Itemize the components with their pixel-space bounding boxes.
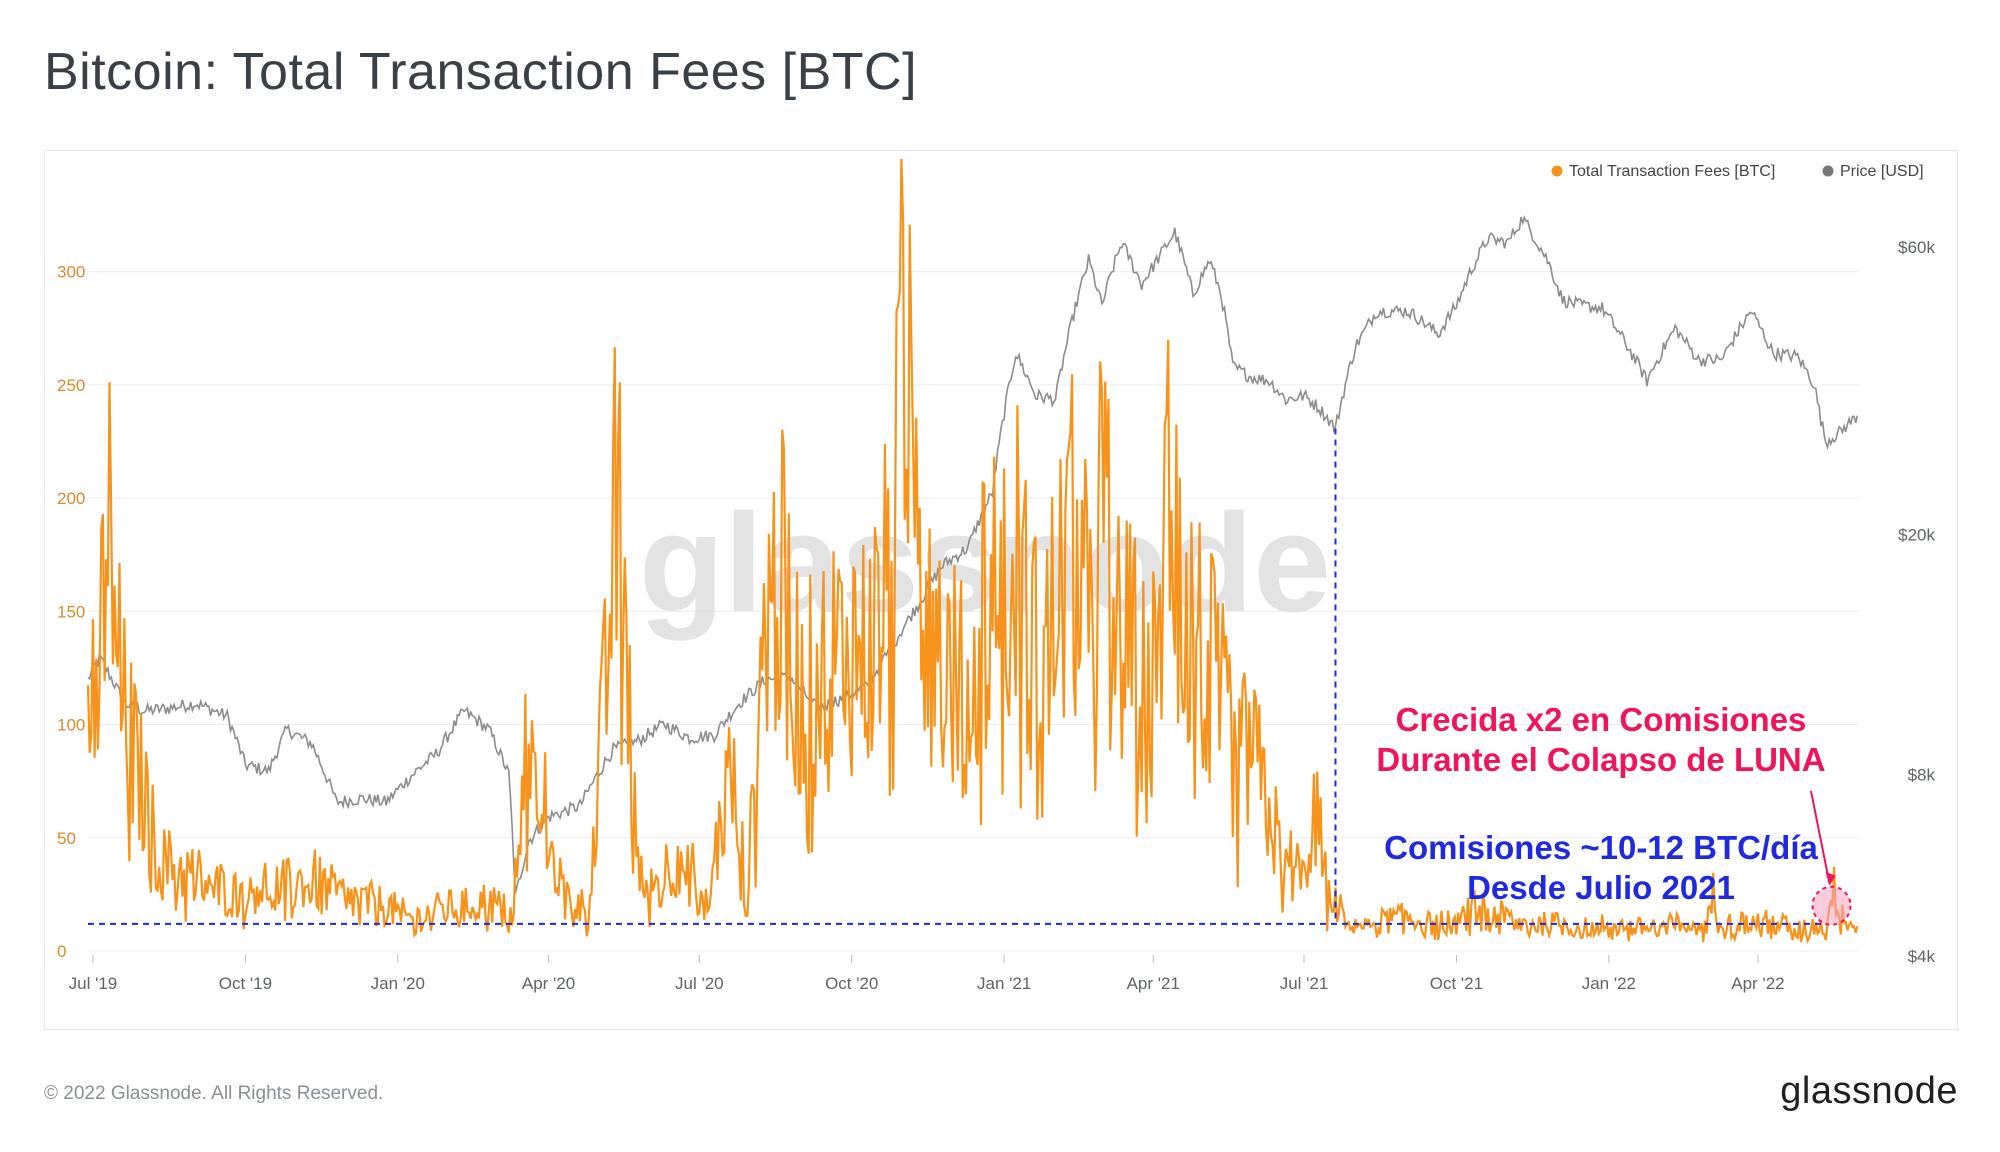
luna-annotation-line2: Durante el Colapso de LUNA — [1376, 741, 1825, 778]
x-axis-tick-label: Oct '21 — [1430, 974, 1483, 993]
left-axis-tick-label: 50 — [57, 829, 76, 848]
fees-series-line — [86, 158, 1859, 944]
right-axis-tick-label: $4k — [1908, 947, 1936, 966]
price-series-line — [87, 215, 1859, 894]
x-axis-tick-label: Jul '21 — [1280, 974, 1329, 993]
x-axis-tick-label: Jul '20 — [675, 974, 724, 993]
right-axis-tick-label: $8k — [1908, 766, 1936, 785]
luna-annotation-line1: Crecida x2 en Comisiones — [1396, 701, 1807, 738]
legend-item-fees[interactable]: Total Transaction Fees [BTC] — [1551, 163, 1776, 180]
luna-arrow-head — [1825, 871, 1836, 886]
x-axis-tick-label: Jan '21 — [977, 974, 1031, 993]
left-axis-tick-label: 0 — [57, 942, 66, 961]
left-axis-tick-label: 150 — [57, 602, 85, 621]
x-axis-tick-label: Oct '19 — [219, 974, 272, 993]
x-axis: Jul '19 Oct '19 Jan '20 Apr '20 Jul '20 Oct '… — [69, 955, 1785, 993]
fees-annotation-line2: Desde Julio 2021 — [1467, 869, 1735, 906]
x-axis-tick-label: Jan '20 — [371, 974, 425, 993]
x-axis-tick-label: Apr '22 — [1731, 974, 1784, 993]
page-title: Bitcoin: Total Transaction Fees [BTC] — [44, 43, 918, 101]
luna-highlight-circle — [1811, 885, 1852, 926]
fees-annotation-line1: Comisiones ~10-12 BTC/día — [1384, 829, 1818, 866]
x-axis-tick-label: Apr '21 — [1127, 974, 1180, 993]
left-axis-tick-label: 300 — [57, 263, 85, 282]
left-axis-tick-label: 250 — [57, 376, 85, 395]
legend-dot-icon — [1551, 165, 1563, 177]
legend-item-price[interactable]: Price [USD] — [1822, 163, 1924, 180]
left-axis-tick-label: 200 — [57, 489, 85, 508]
legend-label: Total Transaction Fees [BTC] — [1569, 163, 1775, 180]
legend: Total Transaction Fees [BTC] Price [USD] — [1551, 163, 1924, 180]
luna-arrow-line — [1810, 790, 1831, 884]
left-axis-tick-label: 100 — [57, 716, 85, 735]
x-axis-tick-label: Oct '20 — [825, 974, 878, 993]
right-axis-tick-label: $20k — [1898, 526, 1935, 545]
glassnode-logo[interactable]: glassnode — [1780, 1070, 1958, 1112]
chart-panel: 0 50 100 150 200 250 300 $4k $8k $20k $60k Jul '19 O… — [44, 150, 1958, 1030]
legend-dot-icon — [1822, 165, 1834, 177]
x-axis-tick-label: Jul '19 — [69, 974, 118, 993]
copyright-text: © 2022 Glassnode. All Rights Reserved. — [44, 1083, 384, 1104]
x-axis-tick-label: Jan '22 — [1582, 974, 1636, 993]
chart-svg: 0 50 100 150 200 250 300 $4k $8k $20k $60k Jul '19 O… — [57, 158, 1936, 993]
legend-label: Price [USD] — [1840, 163, 1924, 180]
x-axis-tick-label: Apr '20 — [522, 974, 575, 993]
right-axis-tick-label: $60k — [1898, 238, 1935, 257]
